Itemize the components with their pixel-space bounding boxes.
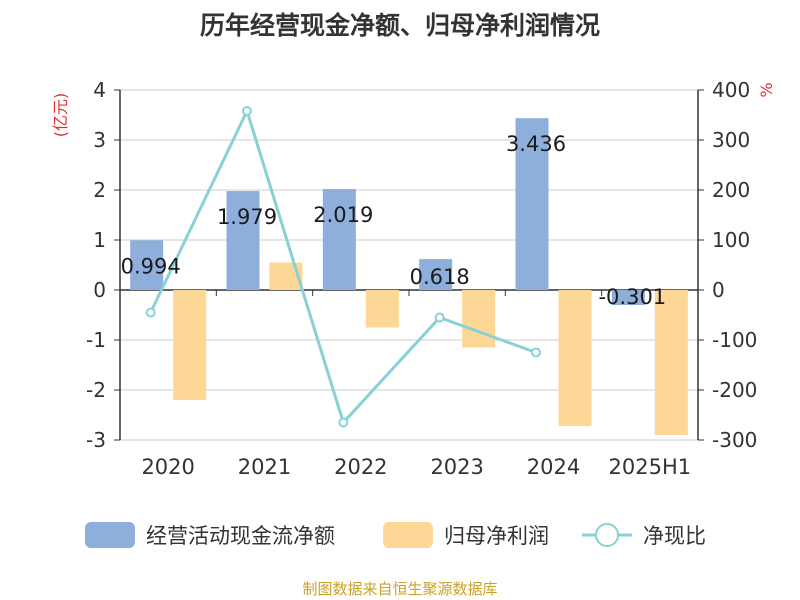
category-label: 2020 — [141, 455, 194, 479]
net-profit-bar — [173, 290, 207, 400]
ratio-point — [338, 417, 349, 428]
category-label: 2021 — [238, 455, 291, 479]
category-label: 2025H1 — [609, 455, 692, 479]
left-tick-label: 3 — [93, 128, 106, 152]
right-tick-label: -200 — [712, 378, 757, 402]
legend-swatch-net-profit — [383, 522, 433, 548]
cash-flow-bar — [419, 259, 453, 290]
source-note: 制图数据来自恒生聚源数据库 — [302, 580, 498, 598]
cash-flow-bar — [611, 290, 645, 306]
cash-flow-value-label: 0.994 — [121, 254, 181, 278]
ratio-point — [434, 312, 445, 323]
right-tick-label: 400 — [712, 78, 750, 102]
net-profit-bar — [365, 290, 399, 328]
bar-series — [130, 118, 688, 435]
legend-label-cash-flow: 经营活动现金流净额 — [146, 524, 335, 548]
ratio-point — [531, 347, 541, 358]
cash-flow-value-label: 1.979 — [217, 205, 277, 229]
cash-flow-value-label: 3.436 — [506, 132, 566, 156]
left-axis-unit: (亿元) — [51, 93, 70, 138]
category-label: 2023 — [430, 455, 483, 479]
net-profit-bar — [462, 290, 496, 348]
left-tick-label: 0 — [93, 278, 106, 302]
right-tick-label: -100 — [712, 328, 757, 352]
axes: -3 -2 -1 0 1 2 3 4 -300 -200 -100 0 100 200 300 400 2020… — [51, 78, 776, 479]
right-axis-unit: % — [757, 82, 776, 97]
cash-flow-value-label: 2.019 — [313, 203, 373, 227]
left-tick-label: 2 — [93, 178, 106, 202]
left-tick-label: 1 — [93, 228, 106, 252]
legend: 经营活动现金流净额 归母净利润 净现比 — [85, 522, 706, 548]
left-tick-label: 4 — [93, 78, 106, 102]
legend-marker-ratio — [595, 523, 619, 547]
cash-flow-bar — [226, 191, 260, 290]
right-tick-label: -300 — [712, 428, 757, 452]
category-label: 2022 — [334, 455, 387, 479]
chart-title: 历年经营现金净额、归母净利润情况 — [199, 11, 600, 40]
cash-flow-bar — [130, 240, 164, 290]
legend-label-net-profit: 归母净利润 — [444, 524, 549, 548]
legend-label-ratio: 净现比 — [643, 524, 706, 548]
left-tick-label: -3 — [86, 428, 106, 452]
line-series — [145, 106, 541, 428]
net-profit-bar — [654, 290, 688, 435]
right-tick-label: 200 — [712, 178, 750, 202]
category-label: 2024 — [527, 455, 580, 479]
cash-flow-value-label: 0.618 — [410, 265, 470, 289]
right-tick-label: 100 — [712, 228, 750, 252]
left-tick-label: -1 — [86, 328, 106, 352]
data-labels: 0.994 1.979 2.019 0.618 3.436 -0.301 — [121, 132, 667, 309]
ratio-point — [242, 106, 252, 116]
cash-flow-bar — [515, 118, 549, 290]
right-tick-label: 0 — [712, 278, 725, 302]
net-profit-bar — [558, 290, 592, 426]
ratio-point — [145, 307, 156, 318]
left-tick-label: -2 — [86, 378, 106, 402]
cash-flow-bar — [322, 189, 356, 290]
right-tick-label: 300 — [712, 128, 750, 152]
legend-swatch-cash-flow — [85, 522, 135, 548]
cash-flow-value-label: -0.301 — [598, 285, 666, 309]
